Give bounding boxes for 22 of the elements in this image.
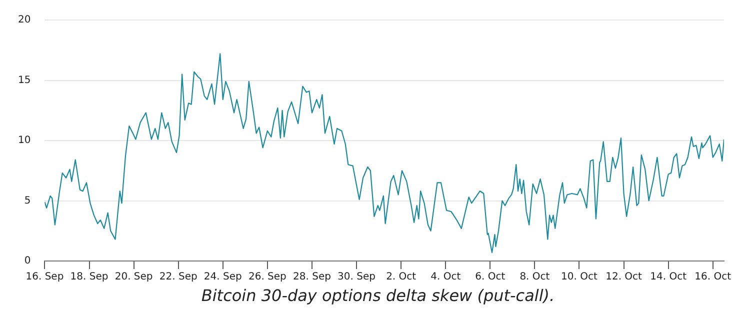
y-tick-label: 15 [18,74,31,86]
x-tick-label: 8. Oct [520,272,550,283]
x-tick-label: 10. Oct [561,272,598,283]
x-tick-label: 28. Sep [293,272,331,283]
x-tick-label: 16. Sep [26,272,64,283]
x-tick-label: 30. Sep [338,272,376,283]
x-tick-label: 4. Oct [430,272,461,283]
y-tick-label: 0 [24,256,31,267]
x-tick-label: 26. Sep [248,272,286,283]
x-tick-label: 16. Oct [694,272,732,283]
x-tick-label: 2. Oct [386,272,416,283]
x-tick-label: 22. Sep [159,272,198,283]
y-tick-label: 20 [18,14,31,26]
x-tick-label: 18. Sep [70,272,108,283]
y-tick-label: 10 [18,135,31,146]
x-tick-label: 14. Oct [650,272,687,283]
x-tick-label: 6. Oct [475,272,506,283]
x-tick-label: 20. Sep [114,272,153,283]
text: Bitcoin 30-day options delta skew (put-call). [200,286,556,305]
y-tick-label: 5 [24,195,31,206]
x-tick-label: 12. Oct [606,272,642,283]
x-tick-label: 24. Sep [204,272,242,283]
